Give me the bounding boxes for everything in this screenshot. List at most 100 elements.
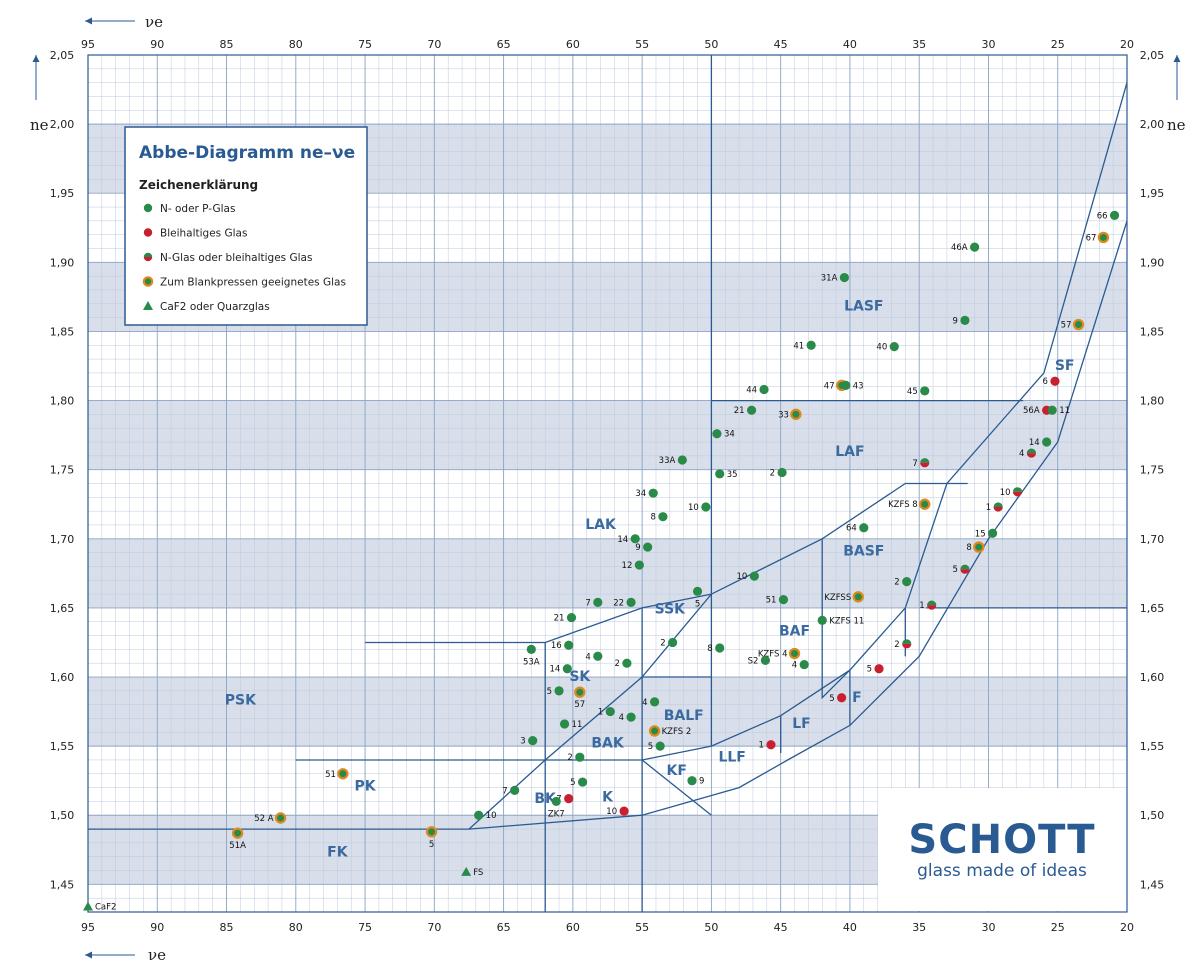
x-tick-label-bottom: 85 [220, 921, 234, 934]
green-dot [577, 777, 588, 787]
y-tick-label-right: 1,50 [1140, 809, 1165, 822]
point-label: 3 [520, 737, 525, 747]
orange-ring [919, 498, 931, 510]
point-label: 56A [1023, 406, 1040, 416]
region-label-pk: PK [355, 778, 377, 794]
green-dot [799, 659, 809, 670]
red-dot [564, 794, 574, 804]
half-dot-top [927, 600, 937, 606]
y-tick-label-left: 1,50 [50, 809, 75, 822]
green-dot [677, 455, 687, 465]
x-axis-label-bottom: νe [148, 946, 166, 964]
green-dot [634, 560, 644, 570]
y-tick-label-left: 1,90 [50, 256, 75, 269]
y-tick-label-left: 1,75 [50, 464, 75, 477]
point-label: 10 [1000, 488, 1011, 498]
region-label-basf: BASF [843, 543, 884, 559]
green-dot [1047, 405, 1057, 415]
legend-title: Abbe-Diagramm ne–νe [139, 143, 355, 163]
half-dot-bottom [920, 462, 930, 468]
triangle-marker [83, 901, 93, 911]
green-dot [746, 405, 757, 415]
x-tick-label-top: 30 [981, 38, 995, 51]
point-label: 7 [585, 598, 590, 608]
half-dot-top [902, 639, 912, 644]
point-label: 8 [707, 644, 712, 654]
point-label: 33 [778, 410, 789, 420]
region-label-llf: LLF [718, 749, 745, 765]
y-axis-label-left: ne [30, 116, 49, 134]
half-dot-bottom [960, 569, 970, 574]
point-label: 8 [650, 513, 655, 523]
region-boundary [365, 593, 712, 644]
point-label: 5 [648, 742, 653, 752]
green-dot [655, 741, 665, 751]
half-dot-top [920, 458, 930, 463]
red-dot [619, 806, 629, 816]
x-tick-label-top: 65 [497, 38, 511, 51]
x-axis-label-top: νe [145, 13, 163, 31]
point-label: 14 [1029, 438, 1040, 448]
legend-item-label: Bleihaltiges Glas [160, 228, 247, 240]
green-dot [692, 586, 703, 596]
y-tick-label-right: 1,95 [1140, 187, 1165, 200]
x-tick-label-top: 35 [912, 38, 926, 51]
point-label: 1 [598, 708, 603, 718]
region-label-lak: LAK [585, 517, 617, 533]
green-dot [554, 686, 564, 696]
point-label: 51A [229, 841, 246, 851]
y-tick-label-left: 1,95 [50, 187, 75, 200]
y-axis-arrowhead-left [32, 55, 40, 62]
green-dot [593, 651, 603, 661]
point-label: KZFS 4 [758, 650, 788, 660]
point-label: 10 [606, 807, 617, 817]
green-dot [687, 776, 697, 786]
orange-ring [142, 276, 154, 287]
green-dot [526, 644, 536, 654]
x-tick-label-bottom: 35 [912, 921, 926, 934]
x-axis-arrowhead-top [85, 17, 92, 25]
point-label: 51 [325, 770, 336, 780]
x-tick-label-top: 20 [1120, 38, 1134, 51]
green-dot [575, 752, 585, 762]
point-label: 44 [746, 386, 757, 396]
x-tick-label-bottom: 95 [81, 921, 95, 934]
green-dot [1109, 210, 1120, 220]
x-tick-label-bottom: 20 [1120, 921, 1134, 934]
point-label: 2 [614, 659, 619, 669]
region-boundary [295, 82, 1128, 761]
point-label: 57 [574, 700, 585, 710]
point-label: 5 [695, 599, 700, 609]
point-label: 5 [952, 565, 957, 575]
point-label: 66 [1097, 211, 1108, 221]
legend-item-label: N- oder P-Glas [160, 203, 235, 215]
point-label: 5 [867, 665, 872, 675]
minor-grid [87, 54, 1128, 913]
orange-ring [337, 768, 349, 780]
triangle-marker [461, 866, 472, 876]
point-label: S2 [748, 656, 759, 666]
point-label: 51 [766, 596, 777, 606]
x-tick-label-top: 95 [81, 38, 95, 51]
point-label: KZFS 2 [662, 727, 692, 737]
y-tick-label-right: 1,45 [1140, 878, 1165, 891]
half-dot-bottom [1012, 491, 1023, 497]
point-label: 34 [635, 489, 646, 499]
green-dot [806, 340, 816, 350]
green-dot [715, 469, 725, 479]
region-boundary [88, 482, 968, 830]
point-label: 4 [792, 661, 797, 671]
point-label: 53A [523, 657, 540, 667]
orange-ring [788, 647, 801, 660]
point-label: 41 [793, 341, 804, 351]
half-dot-bottom [927, 605, 937, 610]
band [88, 400, 1127, 470]
point-label: 14 [549, 665, 560, 675]
x-tick-label-top: 45 [774, 38, 788, 51]
x-tick-label-bottom: 80 [289, 921, 303, 934]
y-tick-label-left: 1,65 [50, 602, 75, 615]
point-label: 4 [585, 652, 590, 662]
y-tick-label-left: 1,55 [50, 740, 75, 753]
point-label: 14 [617, 535, 628, 545]
point-label: 4 [619, 713, 624, 723]
